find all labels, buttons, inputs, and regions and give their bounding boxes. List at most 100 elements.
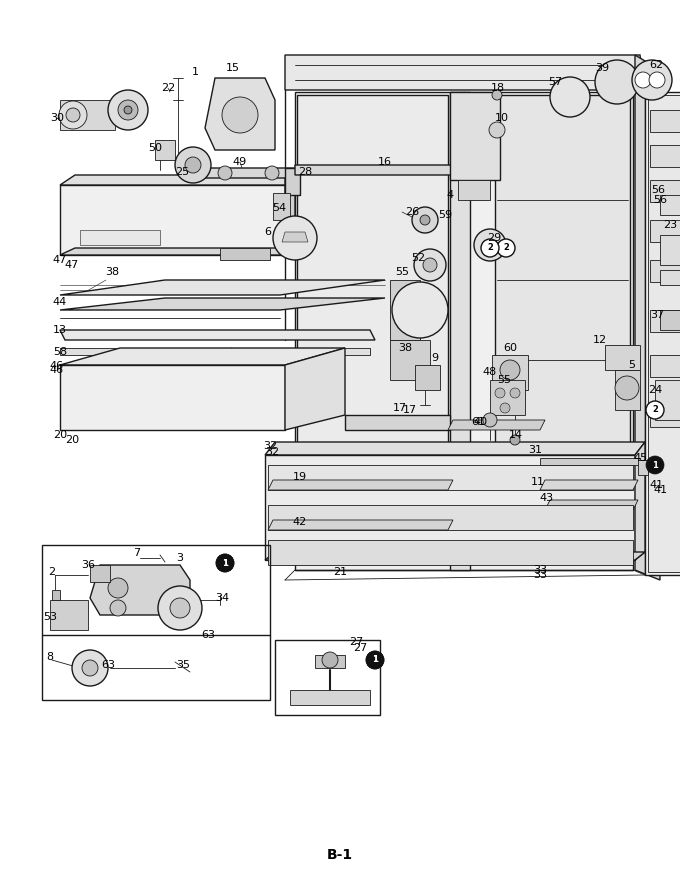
Text: 46: 46 <box>50 365 64 375</box>
Polygon shape <box>50 600 88 630</box>
Polygon shape <box>448 420 545 430</box>
Text: 42: 42 <box>293 517 307 527</box>
Polygon shape <box>415 365 440 390</box>
Text: 4: 4 <box>447 190 454 200</box>
Polygon shape <box>458 180 490 200</box>
Text: 38: 38 <box>398 343 412 353</box>
Text: 32: 32 <box>263 441 277 451</box>
Polygon shape <box>605 345 640 370</box>
Circle shape <box>185 157 201 173</box>
Polygon shape <box>60 280 385 295</box>
Circle shape <box>649 72 665 88</box>
Text: 35: 35 <box>176 660 190 670</box>
Circle shape <box>59 101 87 129</box>
Text: 17: 17 <box>393 403 407 413</box>
Polygon shape <box>60 100 115 130</box>
Text: 33: 33 <box>533 570 547 580</box>
Polygon shape <box>282 232 308 242</box>
Polygon shape <box>60 330 375 340</box>
Text: 2: 2 <box>503 244 509 253</box>
Circle shape <box>595 60 639 104</box>
Text: 15: 15 <box>226 63 240 73</box>
Text: 44: 44 <box>53 297 67 307</box>
Circle shape <box>66 108 80 122</box>
Circle shape <box>474 229 506 261</box>
Polygon shape <box>220 248 270 260</box>
Text: 54: 54 <box>272 203 286 213</box>
Circle shape <box>510 388 520 398</box>
Polygon shape <box>80 230 160 245</box>
Circle shape <box>216 554 234 572</box>
Polygon shape <box>90 565 190 615</box>
Polygon shape <box>615 370 640 410</box>
Text: 31: 31 <box>528 445 542 455</box>
Text: 30: 30 <box>50 113 64 123</box>
Polygon shape <box>495 95 630 560</box>
Text: 26: 26 <box>405 207 419 217</box>
Polygon shape <box>650 110 680 132</box>
Text: 55: 55 <box>497 375 511 385</box>
Text: 12: 12 <box>593 335 607 345</box>
Text: 2: 2 <box>48 567 56 577</box>
Polygon shape <box>60 298 385 310</box>
Polygon shape <box>205 78 275 150</box>
Text: 11: 11 <box>531 477 545 487</box>
Text: 6: 6 <box>265 227 271 237</box>
Polygon shape <box>660 310 680 330</box>
Polygon shape <box>52 590 60 600</box>
Text: 9: 9 <box>431 353 439 363</box>
Text: 59: 59 <box>438 210 452 220</box>
Circle shape <box>489 122 505 138</box>
Polygon shape <box>650 310 680 332</box>
Polygon shape <box>285 348 345 430</box>
Circle shape <box>495 388 505 398</box>
Polygon shape <box>390 340 430 380</box>
Text: 17: 17 <box>403 405 417 415</box>
Circle shape <box>412 207 438 233</box>
Polygon shape <box>315 655 345 668</box>
Polygon shape <box>660 270 680 285</box>
Polygon shape <box>193 168 300 178</box>
Text: 27: 27 <box>349 637 363 647</box>
Text: 32: 32 <box>265 447 279 457</box>
Polygon shape <box>545 500 638 510</box>
Circle shape <box>392 282 448 338</box>
Polygon shape <box>60 185 285 255</box>
Text: 22: 22 <box>161 83 175 93</box>
Circle shape <box>124 106 132 114</box>
Circle shape <box>118 100 138 120</box>
Circle shape <box>108 578 128 598</box>
Text: 19: 19 <box>293 472 307 482</box>
Polygon shape <box>390 280 420 340</box>
Polygon shape <box>295 165 455 175</box>
Circle shape <box>420 215 430 225</box>
Circle shape <box>216 554 234 572</box>
Circle shape <box>615 376 639 400</box>
Text: 57: 57 <box>548 77 562 87</box>
Text: 43: 43 <box>539 493 553 503</box>
Text: 39: 39 <box>595 63 609 73</box>
Circle shape <box>414 249 446 281</box>
Polygon shape <box>297 95 448 560</box>
Polygon shape <box>450 92 500 180</box>
Polygon shape <box>285 55 645 90</box>
Polygon shape <box>638 460 648 475</box>
Polygon shape <box>540 458 640 465</box>
Text: 10: 10 <box>495 113 509 123</box>
Text: 20: 20 <box>65 435 79 445</box>
Polygon shape <box>273 193 290 220</box>
Polygon shape <box>268 505 633 530</box>
Text: 41: 41 <box>653 485 667 495</box>
Polygon shape <box>265 455 635 560</box>
Circle shape <box>175 147 211 183</box>
Circle shape <box>222 97 258 133</box>
Text: 47: 47 <box>53 255 67 265</box>
Text: 45: 45 <box>633 453 647 463</box>
Text: 63: 63 <box>201 630 215 640</box>
Circle shape <box>170 598 190 618</box>
Text: 28: 28 <box>298 167 312 177</box>
Polygon shape <box>450 92 470 570</box>
Text: 61: 61 <box>471 417 485 427</box>
Text: 56: 56 <box>651 185 665 195</box>
Text: 23: 23 <box>663 220 677 230</box>
